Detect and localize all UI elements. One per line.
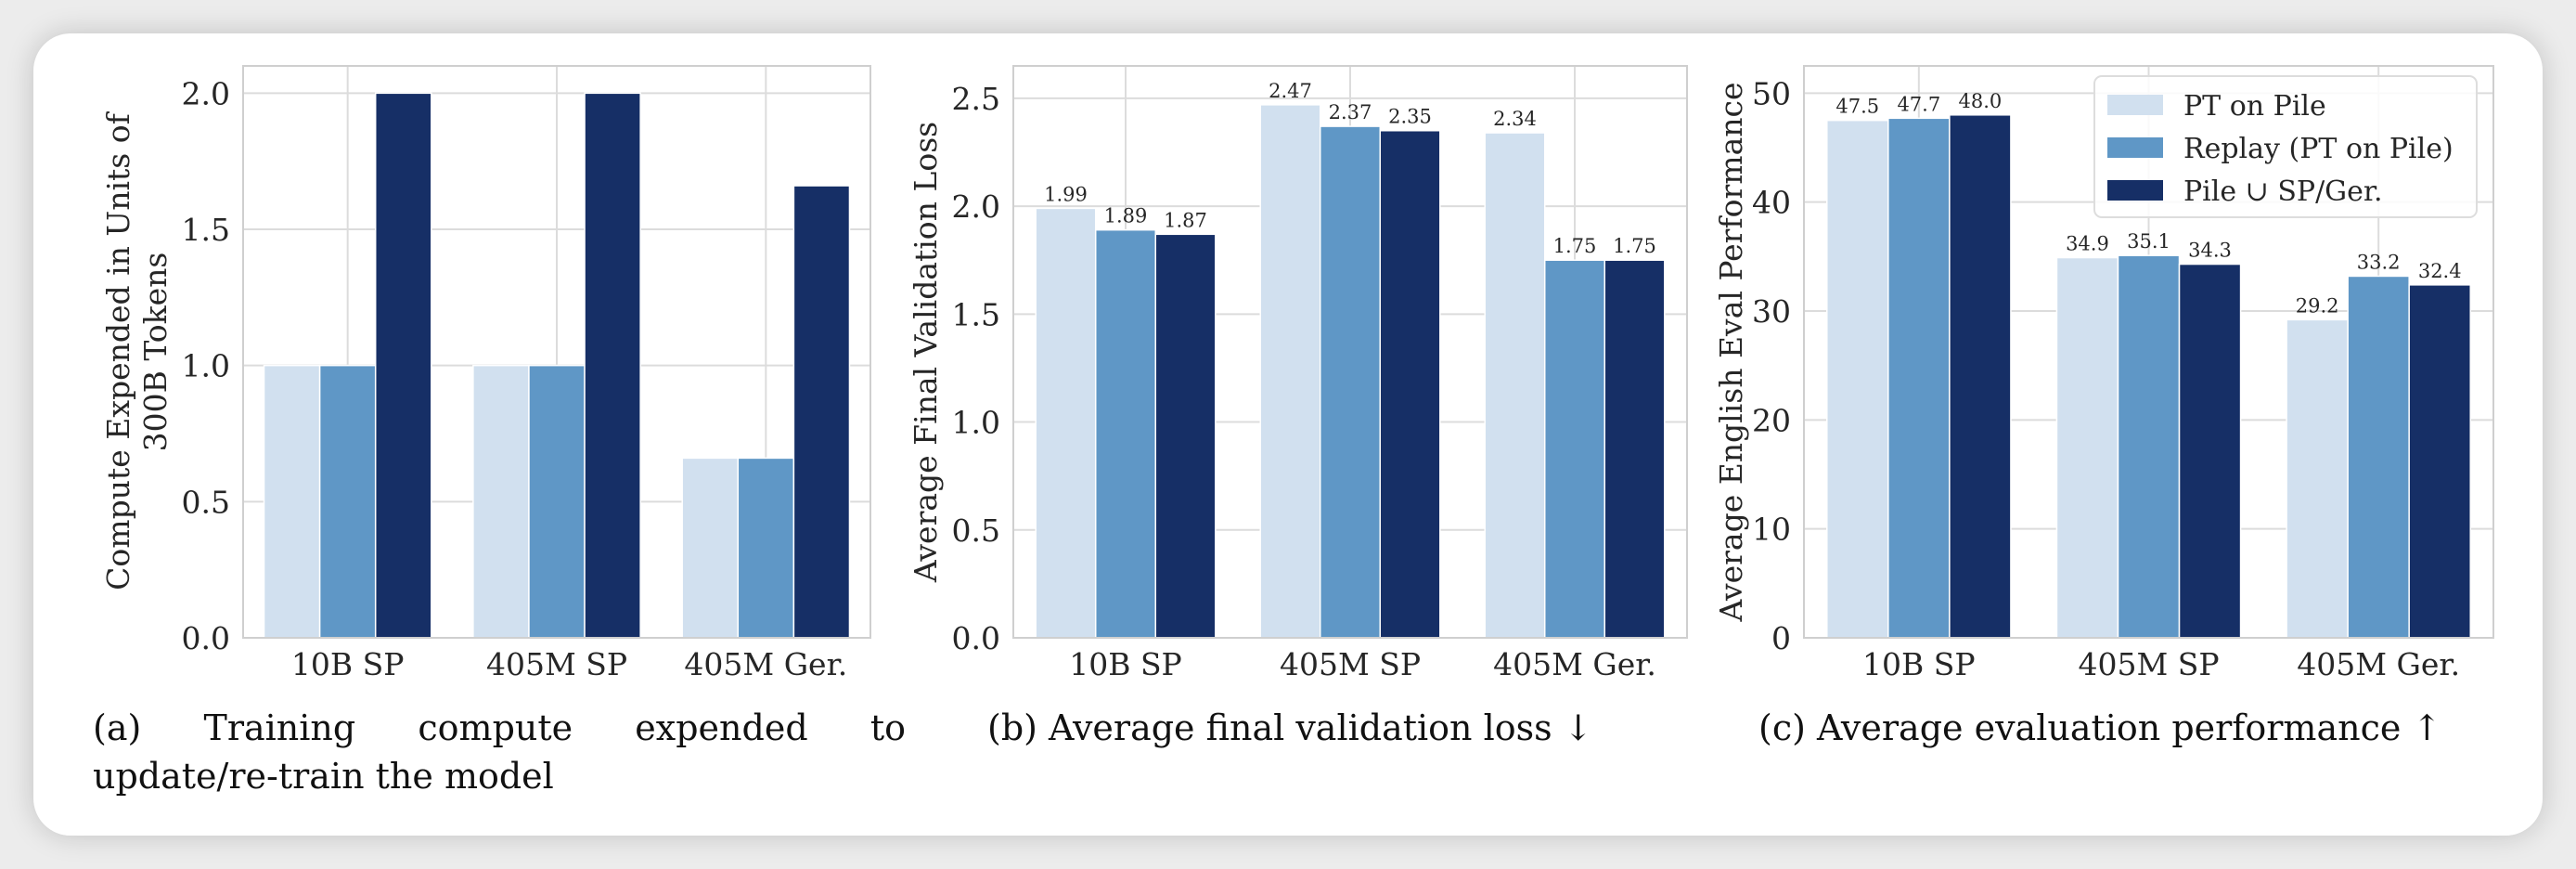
plot-frame [242, 65, 871, 639]
bar [681, 457, 740, 639]
bar [2347, 275, 2410, 639]
x-tick-label: 405M Ger. [2297, 646, 2460, 682]
bar [2055, 256, 2119, 639]
bar [1094, 228, 1157, 639]
y-tick-label: 1.0 [952, 405, 1000, 441]
bar [2117, 254, 2181, 639]
bar [1319, 125, 1382, 639]
data-label: 48.0 [1958, 90, 2002, 112]
x-tick-label: 10B SP [291, 646, 405, 682]
legend-label: Replay (PT on Pile) [2183, 133, 2454, 165]
plot-frame [1012, 65, 1688, 639]
data-label: 1.99 [1044, 183, 1088, 205]
bar [2286, 318, 2349, 639]
x-tick-label: 405M SP [1280, 646, 1421, 682]
bar [2178, 263, 2242, 639]
data-label: 29.2 [2296, 294, 2339, 317]
bar [1826, 119, 1889, 639]
caption-a: (a) Training compute expended to update/… [93, 704, 906, 800]
y-axis-label: Average English Eval Performance [1713, 82, 1749, 622]
data-label: 1.75 [1613, 235, 1656, 257]
data-label: 33.2 [2357, 251, 2401, 273]
y-axis-label: Average Final Validation Loss [908, 122, 944, 583]
bar [318, 364, 377, 639]
y-tick-label: 50 [1752, 75, 1791, 111]
y-tick-label: 0.0 [182, 620, 230, 656]
y-tick-label: 0.5 [952, 512, 1000, 549]
data-label: 1.75 [1553, 235, 1597, 257]
legend-label: Pile ∪ SP/Ger. [2183, 175, 2382, 208]
y-tick-label: 1.0 [182, 348, 230, 384]
bar [1543, 259, 1606, 639]
data-label: 2.37 [1329, 101, 1372, 123]
caption-a-word: compute [418, 707, 573, 748]
caption-a-line2: update/re-train the model [93, 756, 554, 797]
y-tick-label: 2.5 [952, 81, 1000, 117]
legend-label: PT on Pile [2183, 90, 2326, 123]
plot-frame [1803, 65, 2494, 639]
caption-c: (c) Average evaluation performance ↑ [1758, 707, 2442, 748]
data-label: 1.89 [1104, 205, 1148, 227]
legend-swatch [2107, 180, 2163, 201]
caption-a-line1: (a) Training compute expended to [93, 704, 906, 752]
data-label: 34.9 [2066, 233, 2109, 255]
y-tick-label: 1.5 [952, 296, 1000, 332]
y-tick-label: 0 [1771, 620, 1791, 656]
data-label: 2.35 [1388, 106, 1432, 128]
bar [1035, 207, 1097, 639]
bar [737, 457, 795, 639]
legend-swatch [2107, 137, 2163, 158]
y-tick-label: 2.0 [952, 188, 1000, 225]
y-axis-label: Compute Expended in Units of [100, 110, 136, 590]
caption-a-word: (a) [93, 707, 142, 748]
data-label: 32.4 [2418, 260, 2462, 282]
y-tick-label: 0.0 [952, 620, 1000, 656]
data-label: 2.34 [1493, 108, 1537, 130]
bar [528, 364, 586, 639]
y-tick-label: 10 [1752, 512, 1791, 548]
bar [1259, 104, 1321, 639]
x-tick-label: 10B SP [1862, 646, 1976, 682]
bar [472, 364, 530, 639]
bar [792, 185, 851, 639]
bar [1484, 132, 1546, 639]
bar [1154, 233, 1217, 639]
x-tick-label: 405M SP [2078, 646, 2219, 682]
bar [584, 92, 641, 639]
caption-a-word: expended [635, 707, 808, 748]
caption-a-word: to [869, 707, 906, 748]
data-label: 1.87 [1164, 209, 1207, 231]
data-label: 47.5 [1835, 96, 1879, 118]
legend-box [2093, 75, 2478, 218]
data-label: 35.1 [2127, 230, 2170, 253]
bar [1604, 259, 1666, 639]
x-tick-label: 405M Ger. [1493, 646, 1656, 682]
y-tick-label: 0.5 [182, 484, 230, 520]
bar [1379, 129, 1441, 639]
y-tick-label: 2.0 [182, 75, 230, 111]
caption-a-word: Training [203, 707, 356, 748]
data-label: 34.3 [2188, 240, 2232, 262]
y-tick-label: 30 [1752, 293, 1791, 330]
data-label: 47.7 [1897, 93, 1940, 115]
x-tick-label: 405M SP [486, 646, 627, 682]
bar [1887, 117, 1951, 639]
bar [2408, 284, 2471, 639]
bar [263, 364, 321, 639]
x-tick-label: 10B SP [1069, 646, 1182, 682]
legend-swatch [2107, 95, 2163, 115]
bar [1949, 114, 2012, 639]
x-tick-label: 405M Ger. [684, 646, 847, 682]
bar [374, 92, 432, 639]
caption-b: (b) Average final validation loss ↓ [987, 707, 1593, 748]
y-axis-label: 300B Tokens [137, 253, 174, 452]
y-tick-label: 40 [1752, 185, 1791, 221]
data-label: 2.47 [1269, 80, 1312, 102]
y-tick-label: 20 [1752, 402, 1791, 438]
y-tick-label: 1.5 [182, 212, 230, 248]
